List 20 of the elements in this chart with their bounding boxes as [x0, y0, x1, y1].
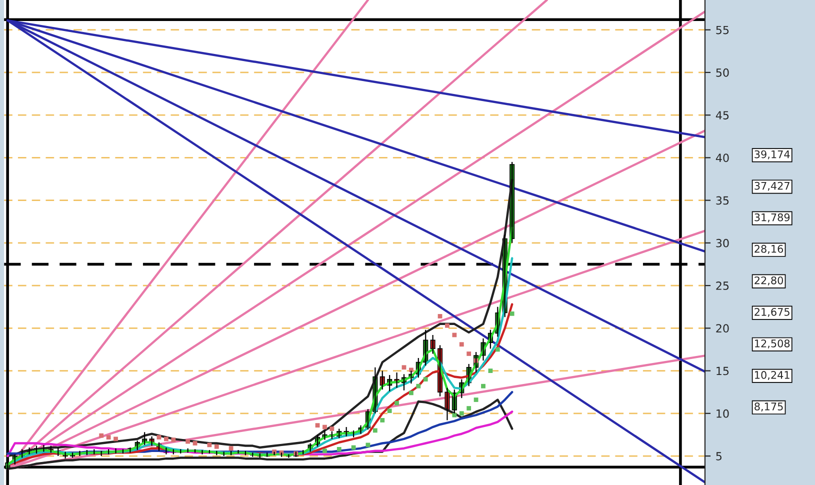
- y-tick-label: 20: [716, 324, 729, 333]
- y-tick-label: 30: [716, 238, 729, 248]
- text: 21,675: [754, 308, 790, 317]
- y-tick-label: 25: [716, 282, 729, 290]
- y-tick-label: 50: [716, 68, 729, 77]
- y-tick-label: 5: [716, 452, 722, 460]
- y-tick-label: 55: [716, 26, 729, 34]
- text: 37,427: [754, 182, 790, 191]
- text: 22,80: [754, 276, 784, 286]
- text: 31,789: [754, 213, 790, 222]
- y-tick-label: 40: [716, 154, 729, 162]
- y-tick-label: 45: [716, 111, 729, 120]
- y-tick-label: 35: [716, 196, 729, 205]
- text: 39,174: [754, 150, 790, 160]
- y-tick-label: 10: [716, 409, 729, 418]
- text: 28,16: [754, 244, 784, 254]
- text: 8,175: [754, 402, 783, 412]
- text: 10,241: [755, 371, 790, 380]
- text: 12,508: [755, 339, 790, 348]
- y-tick-label: 15: [716, 366, 729, 376]
